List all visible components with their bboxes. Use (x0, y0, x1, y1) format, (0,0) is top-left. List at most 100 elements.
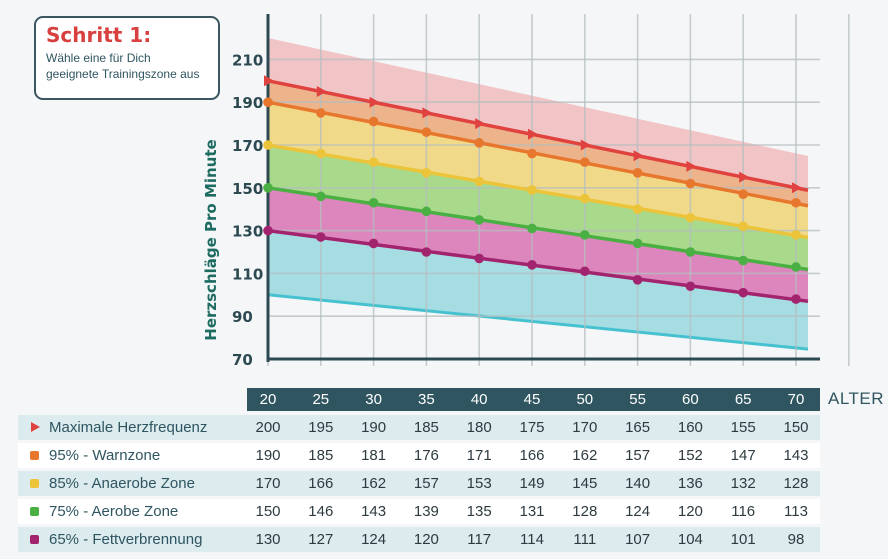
age-header-cell: 40 (470, 391, 488, 408)
heart-rate-value: 114 (520, 531, 544, 548)
age-header-cell: 30 (365, 391, 382, 408)
data-point-fat-burn (685, 281, 696, 292)
age-header-cell: 50 (576, 391, 594, 408)
y-tick-label: 90 (232, 308, 253, 326)
age-header-cell: 65 (734, 391, 752, 408)
zone-label: 65% - Fettverbrennung (49, 531, 203, 548)
heart-rate-value: 120 (413, 531, 439, 548)
data-point-aerobic (316, 191, 326, 202)
data-point-anaerobic (738, 221, 748, 232)
heart-rate-value: 176 (413, 447, 439, 464)
data-point-fat-burn (474, 253, 485, 264)
data-point-warn (738, 189, 748, 200)
heart-rate-value: 190 (255, 447, 281, 464)
age-header-cell: 45 (523, 391, 541, 408)
data-point-fat-burn (632, 275, 643, 285)
heart-rate-value: 181 (361, 447, 387, 464)
data-point-aerobic (368, 197, 379, 208)
data-point-aerobic (421, 206, 432, 217)
y-tick-label: 70 (232, 351, 253, 369)
instruction-box: Schritt 1: Wähle eine für Dich geeignete… (34, 16, 220, 100)
heart-rate-value: 166 (519, 447, 545, 464)
heart-rate-value: 155 (730, 419, 756, 436)
heart-rate-value: 152 (677, 447, 703, 464)
legend-swatch-icon (30, 535, 39, 544)
heart-rate-value: 180 (466, 419, 492, 436)
heart-rate-value: 130 (255, 531, 281, 548)
data-point-max (316, 86, 327, 97)
data-point-fat-burn (316, 232, 326, 242)
data-point-max (528, 128, 538, 140)
heart-rate-value: 143 (783, 447, 809, 464)
row-background (18, 415, 820, 440)
y-tick-label: 170 (232, 137, 263, 155)
data-point-anaerobic (368, 157, 379, 167)
data-point-anaerobic (263, 140, 273, 150)
heart-rate-value: 104 (677, 531, 703, 548)
heart-rate-value: 146 (308, 503, 334, 520)
data-point-aerobic (632, 238, 643, 249)
zone-label: 95% - Warnzone (49, 447, 161, 464)
step-title: Schritt 1: (46, 23, 152, 47)
heart-rate-value: 195 (308, 419, 334, 436)
legend-swatch-icon (30, 479, 39, 488)
heart-rate-value: 107 (625, 531, 651, 548)
heart-rate-value: 157 (413, 475, 439, 492)
data-point-warn (421, 127, 432, 137)
heart-rate-value: 162 (361, 475, 387, 492)
zone-band-aerobic (268, 145, 808, 270)
heart-rate-value: 165 (625, 419, 651, 436)
series-line-anaerobic (267, 143, 809, 240)
heart-rate-value: 147 (730, 447, 756, 464)
data-point-aerobic (738, 255, 748, 266)
data-point-max (792, 182, 802, 194)
heart-rate-value: 166 (308, 475, 334, 492)
heart-rate-value: 132 (730, 475, 756, 492)
data-point-fat-burn (738, 287, 748, 298)
triangle-marker-icon (31, 422, 40, 432)
age-header-cell: 35 (418, 391, 435, 408)
heart-rate-value: 136 (677, 475, 703, 492)
step-text-line-1: Wähle eine für Dich (46, 51, 151, 65)
series-line-fat-burn (267, 228, 809, 303)
heart-rate-value: 190 (361, 419, 387, 436)
legend-swatch-icon (30, 451, 39, 460)
series-line-max (267, 79, 809, 192)
y-tick-label: 150 (232, 180, 263, 198)
data-point-warn (685, 178, 696, 189)
data-point-fat-burn (368, 238, 379, 249)
row-background (18, 527, 820, 552)
data-point-fat-burn (527, 260, 537, 270)
heart-rate-value: 131 (519, 503, 545, 520)
data-point-max (264, 75, 274, 87)
zone-label: 85% - Anaerobe Zone (49, 475, 195, 492)
data-point-max (422, 107, 433, 119)
heart-rate-value: 175 (519, 419, 545, 436)
heart-rate-value: 117 (467, 531, 492, 548)
heart-rate-value: 135 (466, 503, 492, 520)
data-point-anaerobic (527, 185, 537, 195)
heart-rate-value: 139 (413, 503, 439, 520)
data-point-warn (263, 97, 273, 107)
heart-rate-value: 170 (255, 475, 281, 492)
y-tick-label: 130 (232, 223, 263, 241)
heart-rate-value: 124 (361, 531, 387, 548)
row-background (18, 499, 820, 524)
data-point-max (739, 171, 750, 183)
heart-rate-value: 150 (783, 419, 809, 436)
zone-label: Maximale Herzfrequenz (49, 419, 208, 436)
x-axis-title: ALTER (828, 389, 885, 408)
data-point-warn (632, 168, 643, 178)
age-header-cell: 60 (682, 391, 699, 408)
data-point-anaerobic (685, 212, 696, 223)
data-point-max (369, 96, 380, 108)
data-point-warn (527, 148, 537, 159)
data-point-warn (791, 197, 801, 208)
data-point-max (633, 150, 644, 162)
heart-rate-value: 171 (466, 447, 492, 464)
line-lower-boundary (267, 293, 809, 351)
series-line-warn (267, 100, 809, 208)
heart-rate-value: 153 (466, 475, 492, 492)
row-background (18, 471, 820, 496)
data-point-aerobic (474, 215, 485, 225)
